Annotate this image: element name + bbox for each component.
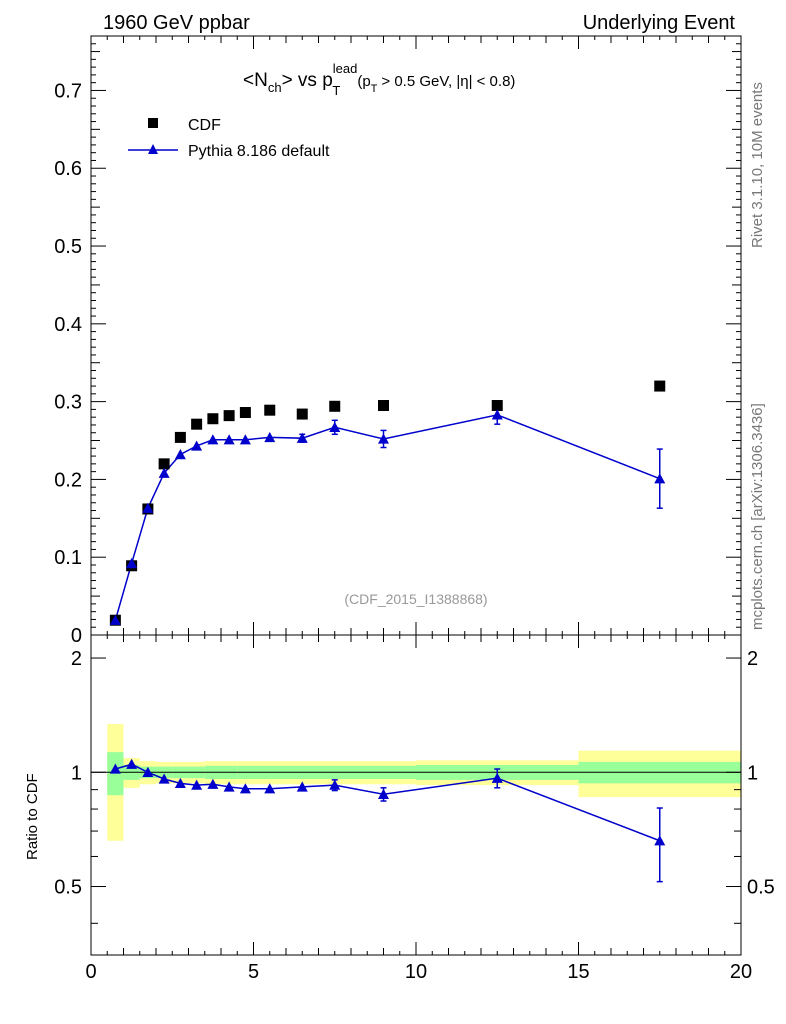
ratio-point xyxy=(264,783,276,794)
main-axis-ticks xyxy=(90,35,742,636)
y-tick-label: 0.2 xyxy=(54,469,82,491)
energy-label: 1960 GeV ppbar xyxy=(103,12,250,34)
ratio-point xyxy=(239,783,251,794)
title-ch-subscript: ch xyxy=(268,80,282,95)
mc-point xyxy=(296,432,308,443)
ratio-point xyxy=(158,773,170,784)
process-label: Underlying Event xyxy=(583,12,736,34)
ratio-y-tick-label-right: 0.5 xyxy=(747,877,775,899)
x-tick-label: 5 xyxy=(248,961,259,983)
mc-point xyxy=(142,502,154,513)
rivet-version-label: Rivet 3.1.10, 10M events xyxy=(749,82,766,248)
ratio-axis-ticks xyxy=(90,635,742,955)
ratio-uncertainty-bands xyxy=(107,724,741,841)
mcplots-source-label: mcplots.cern.ch [arXiv:1306.3436] xyxy=(749,403,766,630)
mc-point xyxy=(378,433,389,444)
data-point xyxy=(296,408,308,420)
x-tick-label: 10 xyxy=(405,961,427,983)
ratio-point xyxy=(378,788,389,799)
y-tick-label: 0 xyxy=(71,625,82,647)
data-point xyxy=(207,413,219,425)
ratio-y-tick-label-left: 1 xyxy=(71,762,82,784)
data-point xyxy=(654,380,666,392)
data-point xyxy=(223,410,235,422)
ratio-series-layer xyxy=(109,758,666,883)
ratio-point xyxy=(491,772,503,783)
mc-point xyxy=(654,473,666,484)
ratio-plot-panel: 0.5 0.5 1 1 2 2 Ratio to CDF xyxy=(24,634,775,956)
ratio-y-axis-label: Ratio to CDF xyxy=(24,773,41,860)
ratio-point xyxy=(174,777,186,789)
title-cut-t-subscript: T xyxy=(371,83,378,95)
mc-point xyxy=(126,557,138,569)
ratio-y-tick-labels: 0.5 0.5 1 1 2 2 xyxy=(54,648,775,898)
title-nch-open: <N xyxy=(243,70,268,91)
x-tick-label: 15 xyxy=(567,961,589,983)
ratio-point xyxy=(109,763,121,774)
data-point xyxy=(491,400,503,412)
ratio-y-tick-label-right: 2 xyxy=(747,648,758,670)
x-tick-labels: 0 5 10 15 20 xyxy=(85,961,752,983)
ratio-point xyxy=(142,766,154,777)
ratio-point xyxy=(329,779,341,790)
legend-mc-label: Pythia 8.186 default xyxy=(188,143,330,160)
data-point xyxy=(264,404,276,416)
title-vs-pt: > vs p xyxy=(282,70,333,91)
data-point xyxy=(239,407,251,419)
x-tick-label: 20 xyxy=(730,961,752,983)
y-tick-label: 0.5 xyxy=(54,236,82,258)
legend-data-label: CDF xyxy=(188,117,221,134)
ratio-point xyxy=(126,758,138,769)
mc-point xyxy=(491,409,503,420)
y-tick-label: 0.7 xyxy=(54,80,82,102)
data-point xyxy=(378,400,389,412)
mc-point xyxy=(223,434,235,445)
data-point xyxy=(191,418,203,430)
main-series-layer xyxy=(109,380,666,626)
ratio-point xyxy=(207,778,219,789)
ratio-point xyxy=(223,781,235,792)
data-point xyxy=(174,431,186,443)
title-cut-pt: (p xyxy=(357,73,370,90)
ratio-y-tick-label-right: 1 xyxy=(747,762,758,784)
y-tick-label: 0.3 xyxy=(54,392,82,414)
x-tick-label: 0 xyxy=(85,961,96,983)
y-tick-label: 0.1 xyxy=(54,547,82,569)
y-tick-label: 0.6 xyxy=(54,158,82,180)
ratio-point xyxy=(191,779,203,790)
mc-point xyxy=(264,431,276,443)
legend-mc-marker xyxy=(148,144,158,154)
main-y-tick-labels: 0 0.1 0.2 0.3 0.4 0.5 0.6 0.7 xyxy=(54,80,82,647)
title-cut-condition: > 0.5 GeV, |η| < 0.8) xyxy=(381,73,515,90)
mc-point xyxy=(207,434,219,445)
data-point xyxy=(329,400,341,412)
title-t-subscript: T xyxy=(332,83,340,98)
mc-point xyxy=(174,449,186,460)
ratio-point xyxy=(654,835,666,846)
mc-point xyxy=(191,440,203,451)
data-point xyxy=(158,458,170,470)
mc-point xyxy=(109,614,121,625)
ratio-y-tick-label-left: 2 xyxy=(71,648,82,670)
mc-point xyxy=(158,467,170,478)
mc-point xyxy=(239,434,251,445)
y-tick-label: 0.4 xyxy=(54,314,82,336)
ratio-y-tick-label-left: 0.5 xyxy=(54,877,82,899)
legend-data-marker xyxy=(148,118,158,128)
analysis-id-label: (CDF_2015_I1388868) xyxy=(344,591,487,607)
title-lead-superscript: lead xyxy=(333,61,358,76)
mc-point xyxy=(329,421,341,432)
chart-title: <Nch> vs plead T(pT > 0.5 GeV, |η| < 0.8) xyxy=(243,61,515,98)
main-plot-panel: 00.10.20.30.40.50.60.7 <Nch> vs plead T(p… xyxy=(54,35,742,647)
ratio-point xyxy=(296,781,308,792)
